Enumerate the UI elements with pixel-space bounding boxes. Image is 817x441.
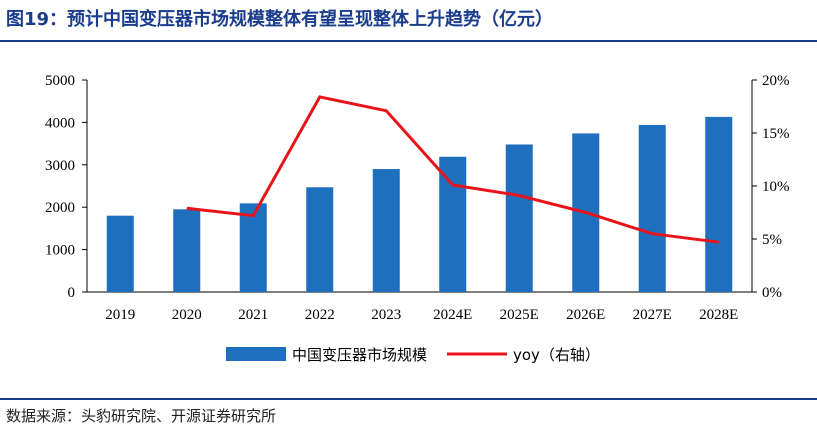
bar bbox=[505, 144, 533, 292]
category-label: 2020 bbox=[172, 307, 202, 323]
chart: 0 1000 2000 3000 4000 5000 0% 5% 10% 15% 20% 2019 20… bbox=[45, 73, 790, 364]
legend-bar-label: 中国变压器市场规模 bbox=[292, 346, 427, 364]
category-label: 2025E bbox=[500, 307, 539, 323]
left-tick-label: 2000 bbox=[45, 200, 75, 216]
right-tick-label: 5% bbox=[762, 232, 782, 248]
title-divider bbox=[0, 40, 817, 42]
source-divider bbox=[0, 398, 817, 400]
right-tick-label: 20% bbox=[762, 73, 790, 89]
bar bbox=[439, 156, 467, 292]
bar bbox=[705, 116, 733, 292]
bar bbox=[173, 209, 201, 292]
bar bbox=[372, 169, 400, 292]
category-label: 2028E bbox=[699, 307, 738, 323]
right-tick-label: 0% bbox=[762, 285, 782, 301]
right-tick-label: 10% bbox=[762, 179, 790, 195]
left-tick-label: 3000 bbox=[45, 158, 75, 174]
yoy-line bbox=[186, 95, 719, 244]
left-tick-label: 4000 bbox=[45, 115, 75, 131]
legend-bar-swatch bbox=[226, 347, 286, 361]
category-label: 2024E bbox=[433, 307, 472, 323]
right-tick-label: 15% bbox=[762, 126, 790, 142]
category-label: 2021 bbox=[238, 307, 268, 323]
bar bbox=[638, 124, 666, 292]
category-label: 2023 bbox=[371, 307, 401, 323]
legend-line-label: yoy（右轴） bbox=[513, 346, 600, 364]
category-label: 2022 bbox=[305, 307, 335, 323]
left-tick-label: 0 bbox=[68, 285, 76, 301]
category-label: 2019 bbox=[105, 307, 135, 323]
category-label: 2026E bbox=[566, 307, 605, 323]
left-tick-label: 1000 bbox=[45, 243, 75, 259]
figure-title: 图19：预计中国变压器市场规模整体有望呈现整体上升趋势（亿元） bbox=[6, 9, 554, 30]
left-tick-label: 5000 bbox=[45, 73, 75, 89]
bar bbox=[239, 203, 267, 292]
bar bbox=[106, 215, 134, 292]
source-note: 数据来源：头豹研究院、开源证券研究所 bbox=[6, 407, 277, 425]
category-label: 2027E bbox=[633, 307, 672, 323]
bar bbox=[306, 187, 334, 292]
